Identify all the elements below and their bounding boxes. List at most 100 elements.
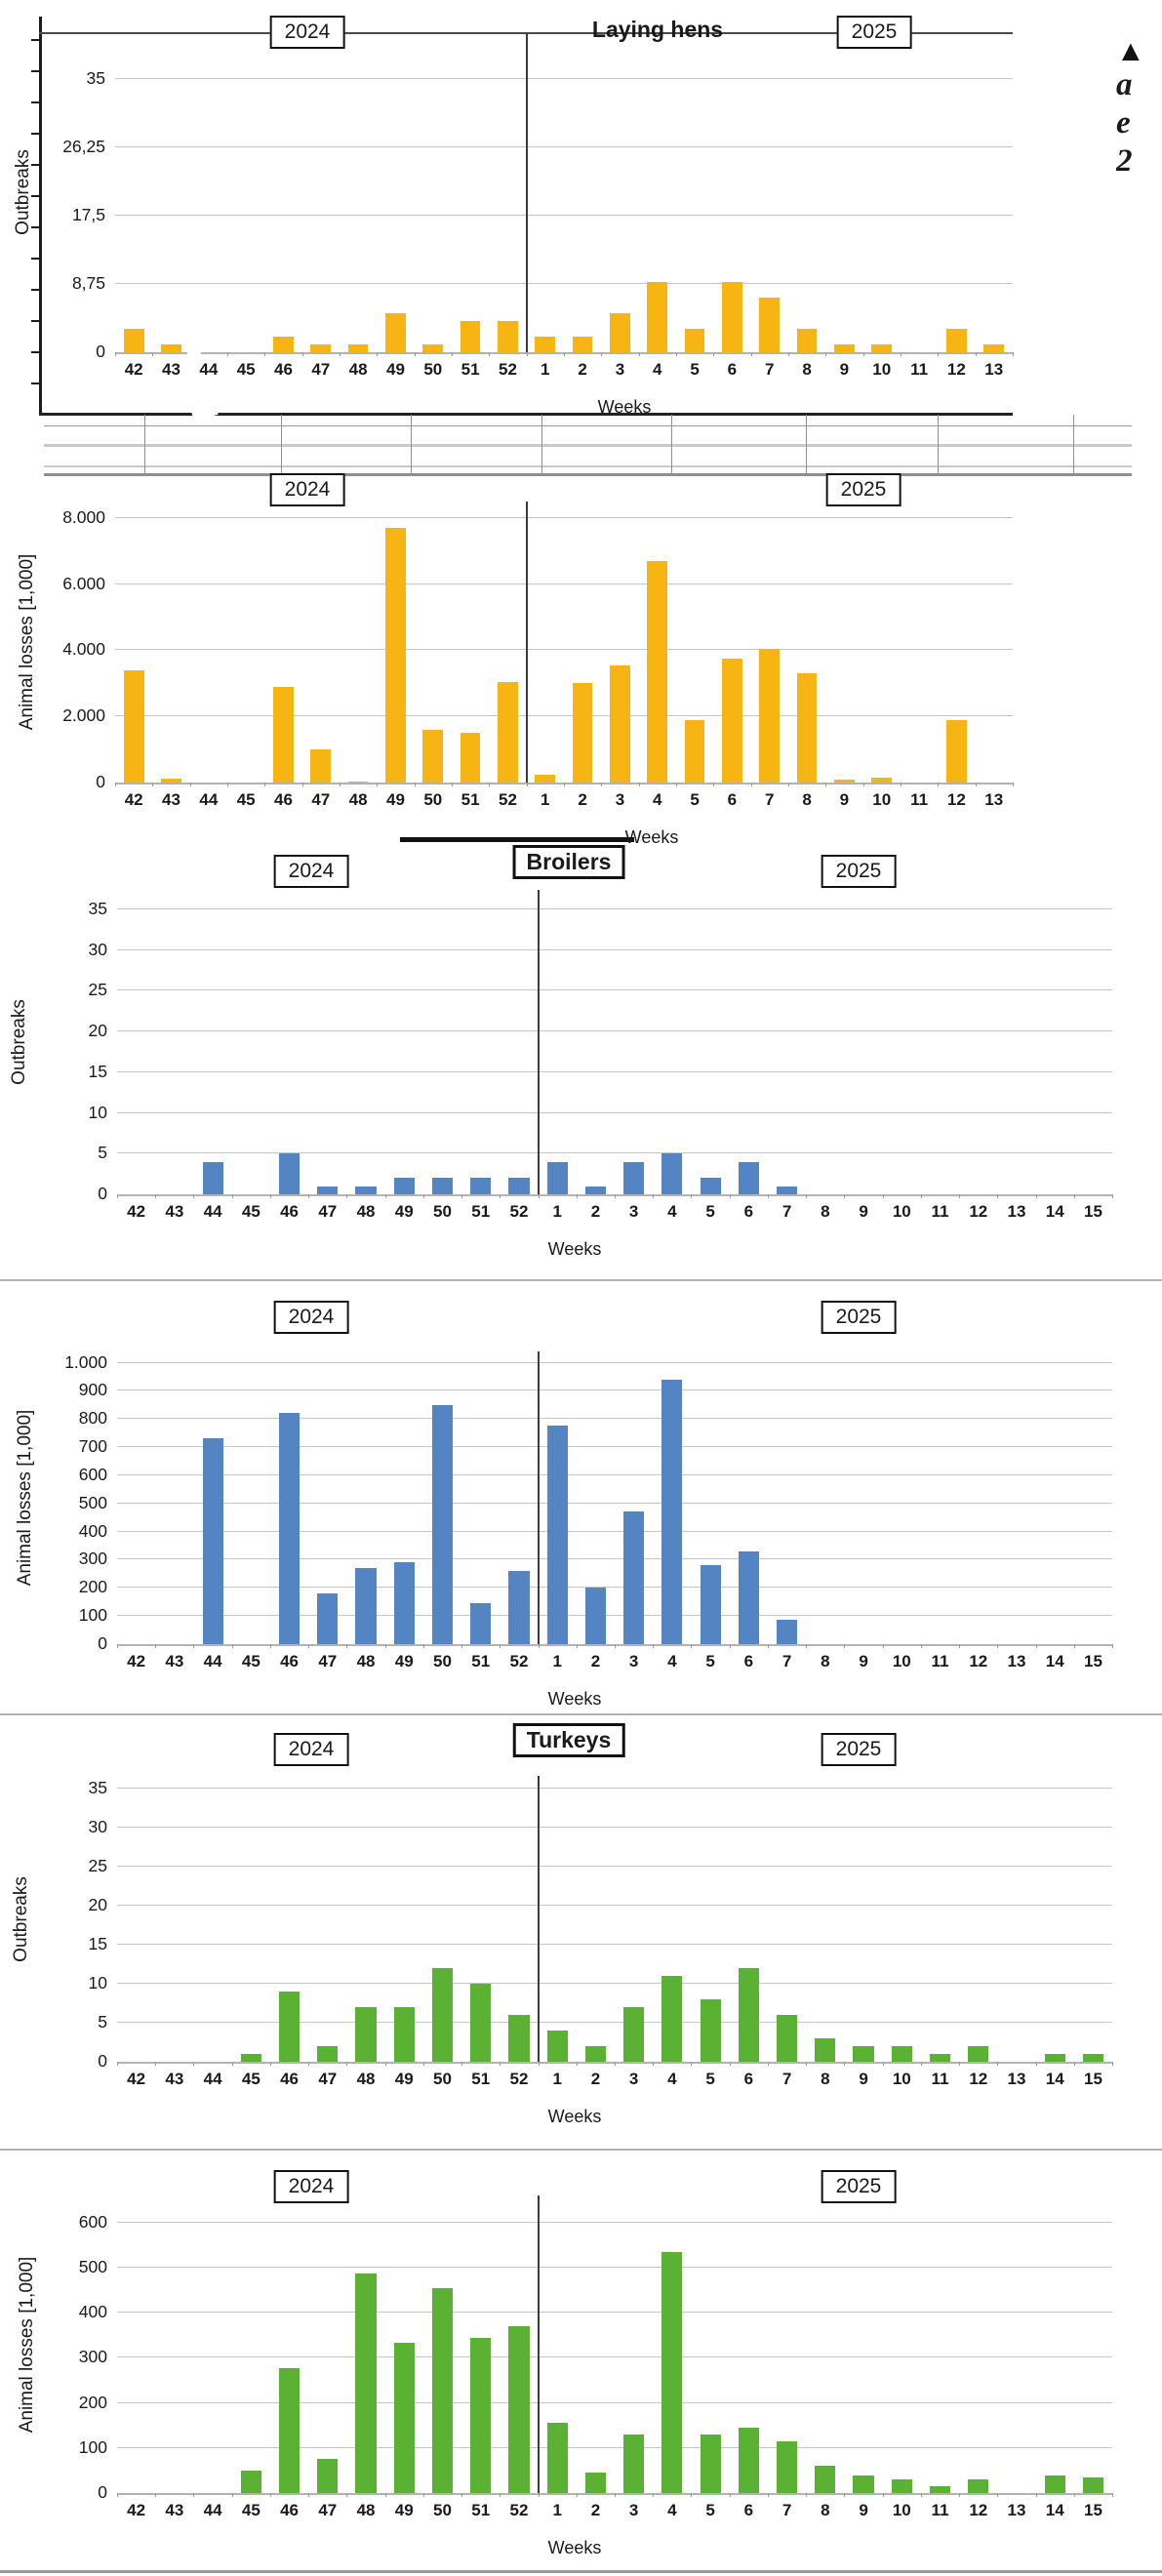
- figure-outer-bottom-border: [39, 413, 1013, 416]
- bar-slot-week-5: [692, 1776, 730, 2062]
- gridline: [117, 1558, 1112, 1560]
- bar-week-49: [393, 1562, 415, 1644]
- gridline: [117, 1030, 1112, 1032]
- x-tick: [1035, 2493, 1037, 2497]
- axis-break-gap-bottom: [191, 405, 219, 422]
- y-tick-label: 900: [78, 1380, 107, 1400]
- bar-slot-week-44: [193, 1351, 231, 1644]
- plot-area: [117, 1351, 1112, 1646]
- x-tick: [301, 352, 303, 356]
- x-tick: [676, 783, 677, 786]
- bar-week-5: [700, 1565, 721, 1644]
- gridline: [117, 989, 1112, 991]
- bar-week-43: [161, 778, 181, 783]
- gridline: [117, 2266, 1112, 2268]
- outer-axis-tick: [31, 258, 39, 260]
- x-tick: [844, 2493, 846, 2497]
- bar-week-4: [661, 1379, 683, 1644]
- bar-week-51: [470, 1178, 492, 1194]
- x-tick: [729, 1194, 731, 1198]
- table-grid-vertical: [281, 415, 282, 475]
- x-tick: [155, 1644, 157, 1648]
- bar-slot-week-43: [152, 502, 189, 783]
- bar-slot-week-11: [921, 1776, 959, 2062]
- x-tick: [414, 783, 416, 786]
- bar-week-12: [946, 719, 967, 783]
- x-tick: [231, 1194, 233, 1198]
- bar-slot-week-47: [308, 2195, 346, 2493]
- bar-week-48: [347, 781, 369, 783]
- x-label-week-43: 43: [165, 1652, 184, 1670]
- x-tick: [806, 1644, 808, 1648]
- y-tick-label: 25: [88, 1855, 107, 1875]
- table-grid-vertical: [144, 415, 145, 475]
- bar-week-4: [647, 282, 668, 352]
- bar-week-12: [968, 2479, 989, 2493]
- bar-slot-week-11: [901, 32, 938, 352]
- x-tick: [1112, 1644, 1113, 1648]
- species-title: Broilers: [512, 845, 625, 879]
- gridline: [117, 948, 1112, 950]
- bar-week-7: [777, 1186, 798, 1194]
- x-tick: [615, 1644, 616, 1648]
- x-tick: [920, 2493, 922, 2497]
- bar-week-1: [535, 775, 556, 783]
- x-tick: [862, 783, 864, 786]
- bar-week-13: [983, 344, 1005, 352]
- y-tick-label: 17,5: [71, 205, 105, 224]
- bar-week-15: [1082, 2054, 1104, 2062]
- x-label-week-49: 49: [386, 790, 405, 809]
- x-tick: [384, 2062, 386, 2066]
- bars-row: [117, 890, 1112, 1194]
- bar-slot-week-1: [527, 32, 564, 352]
- x-label-week-46: 46: [274, 360, 293, 379]
- x-label-week-49: 49: [386, 360, 405, 379]
- bar-week-3: [623, 1161, 645, 1194]
- x-tick: [227, 783, 228, 786]
- x-tick: [653, 1644, 655, 1648]
- bar-slot-week-8: [806, 890, 844, 1194]
- gridline: [115, 283, 1013, 284]
- bar-week-47: [317, 2459, 339, 2493]
- bar-slot-week-7: [768, 2195, 806, 2493]
- x-axis-title: Weeks: [597, 397, 652, 417]
- bar-slot-week-12: [959, 890, 997, 1194]
- x-tick: [422, 2062, 424, 2066]
- x-label-week-13: 13: [1007, 2501, 1026, 2519]
- bar-slot-week-46: [270, 1351, 308, 1644]
- x-tick: [193, 2062, 195, 2066]
- x-tick: [576, 1644, 578, 1648]
- y-tick-label: 5: [98, 2011, 107, 2032]
- gridline: [117, 2312, 1112, 2314]
- x-tick: [346, 1194, 348, 1198]
- bar-slot-week-48: [346, 1351, 384, 1644]
- x-label-week-45: 45: [241, 2501, 260, 2519]
- x-label-week-49: 49: [394, 2501, 414, 2519]
- x-tick: [117, 2493, 118, 2497]
- bar-week-44: [202, 1161, 223, 1194]
- bar-week-46: [278, 1991, 301, 2062]
- x-label-week-2: 2: [590, 1202, 601, 1221]
- y-tick-label: 0: [98, 2051, 107, 2071]
- gridline: [117, 1787, 1112, 1789]
- x-tick-strip: [115, 783, 1014, 787]
- x-tick: [713, 783, 715, 786]
- x-tick: [452, 783, 453, 786]
- outer-axis-tick: [31, 382, 39, 384]
- species-title: Turkeys: [512, 1723, 625, 1757]
- bar-slot-week-12: [959, 1351, 997, 1644]
- y-tick-label: 20: [88, 1021, 107, 1041]
- bar-slot-week-51: [461, 890, 500, 1194]
- y-tick-label: 8,75: [71, 273, 105, 293]
- x-label-week-11: 11: [910, 790, 929, 809]
- x-tick: [308, 1194, 310, 1198]
- gridline: [115, 215, 1013, 216]
- bar-slot-week-49: [385, 1351, 423, 1644]
- bar-slot-week-43: [155, 1776, 193, 2062]
- x-label-week-10: 10: [892, 1202, 911, 1221]
- x-tick: [882, 1194, 884, 1198]
- x-label-week-1: 1: [552, 2501, 562, 2519]
- x-axis-title: Weeks: [624, 827, 679, 847]
- x-label-week-51: 51: [461, 360, 480, 379]
- x-tick: [788, 783, 789, 786]
